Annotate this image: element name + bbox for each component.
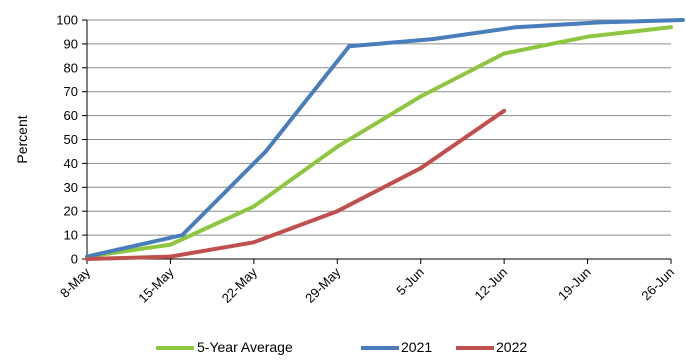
y-tick-label: 100 [56, 13, 78, 28]
series-2022-line [86, 109, 506, 261]
legend-label: 2022 [496, 339, 527, 355]
series-5-year-average-point [585, 34, 590, 39]
legend-label: 5-Year Average [197, 339, 293, 355]
series-2021 [85, 18, 685, 259]
series-2022-point [168, 254, 173, 259]
x-tick-label: 12-Jun [472, 265, 511, 304]
y-axis-ticks: 0 10 20 30 40 50 60 70 80 90 100 [56, 13, 87, 267]
y-tick-label: 80 [64, 60, 78, 75]
series-2022-point [251, 240, 256, 245]
legend-item-2021: 2021 [361, 339, 432, 355]
series-2021-point [347, 44, 352, 49]
series-2021-point [680, 18, 685, 22]
x-tick-label: 5-Jun [393, 265, 427, 299]
gridlines [87, 19, 671, 236]
y-tick-label: 0 [71, 252, 78, 267]
series-5-year-average-point [502, 51, 507, 56]
x-tick-label: 15-May [135, 264, 177, 306]
x-tick-label: 26-Jun [638, 265, 677, 304]
legend-item-5-year-average: 5-Year Average [156, 339, 293, 355]
series-2021-line [86, 18, 683, 259]
x-tick-label: 22-May [219, 264, 261, 306]
y-tick-label: 60 [64, 108, 78, 123]
series-5-year-average-point [669, 25, 673, 30]
series-5-year-average-point [251, 204, 256, 209]
series-5-year-average-point [335, 144, 340, 149]
y-tick-label: 10 [64, 228, 78, 243]
legend-label: 2021 [401, 339, 432, 355]
legend: 5-Year Average 2021 2022 [156, 339, 527, 355]
y-tick-label: 30 [64, 180, 78, 195]
y-axis-label: Percent [14, 115, 30, 163]
series-2022-point [85, 257, 89, 261]
series-2021-point [180, 233, 185, 238]
y-tick-label: 50 [64, 132, 78, 147]
series-2022 [85, 108, 507, 261]
y-tick-label: 40 [64, 156, 78, 171]
x-tick-label: 29-May [302, 264, 344, 306]
series-5-year-average-point [168, 242, 173, 247]
y-tick-label: 70 [64, 84, 78, 99]
series-2021-point [597, 20, 602, 25]
series-2022-point [502, 108, 507, 113]
series-2021-point [263, 149, 268, 154]
x-axis-ticks: 8-May 15-May 22-May 29-May 5-Jun 12-Jun 19-Jun… [57, 259, 677, 306]
y-tick-label: 20 [64, 204, 78, 219]
series-5-year-average-point [418, 94, 423, 99]
series-2021-point [430, 37, 435, 42]
series-2022-point [418, 166, 423, 171]
x-tick-label: 8-May [57, 264, 93, 300]
series-2021-point [514, 25, 519, 30]
series-2022-point [335, 209, 340, 214]
y-tick-label: 90 [64, 36, 78, 51]
series-lines [85, 18, 685, 261]
x-tick-label: 19-Jun [555, 265, 594, 304]
legend-item-2022: 2022 [456, 339, 527, 355]
series-5-year-average [85, 25, 673, 259]
series-5-year-average-line [86, 25, 672, 259]
